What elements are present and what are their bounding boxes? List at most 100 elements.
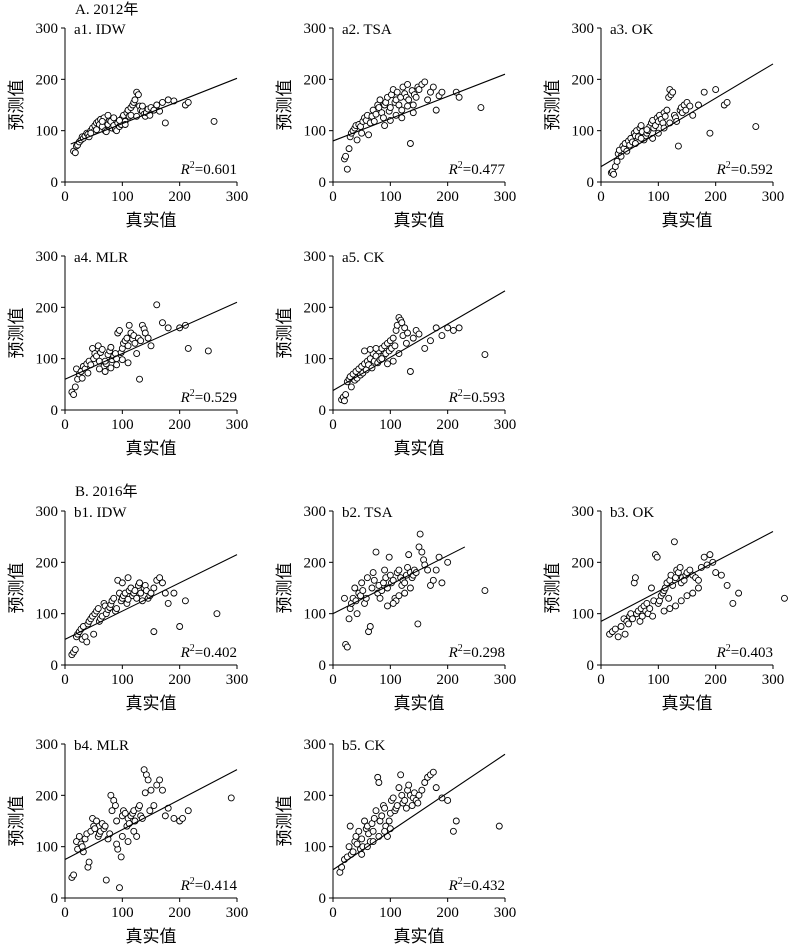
- data-point: [686, 566, 694, 574]
- data-point: [418, 548, 426, 556]
- y-tick-label: 100: [304, 124, 327, 140]
- data-point: [404, 329, 411, 337]
- data-point: [372, 807, 380, 815]
- data-point: [409, 101, 417, 109]
- data-point: [164, 96, 172, 104]
- data-point: [358, 850, 366, 858]
- data-point: [723, 98, 731, 106]
- x-tick-label: 0: [61, 189, 69, 205]
- x-tick-label: 100: [379, 905, 402, 921]
- data-point: [127, 111, 135, 119]
- data-point: [389, 599, 397, 607]
- data-point: [343, 643, 351, 651]
- data-point: [113, 361, 121, 369]
- trend-line: [64, 301, 238, 380]
- panel-title: a2. TSA: [342, 22, 392, 38]
- data-point: [124, 342, 132, 350]
- data-point: [78, 374, 86, 382]
- data-point: [653, 553, 661, 561]
- data-point: [147, 786, 155, 794]
- data-point: [683, 592, 691, 600]
- data-point: [438, 332, 446, 340]
- y-tick-label: 100: [36, 840, 59, 856]
- data-point: [418, 786, 426, 794]
- data-point: [144, 334, 152, 342]
- data-point: [385, 553, 393, 561]
- data-point: [118, 579, 126, 587]
- data-point: [429, 83, 437, 91]
- data-point: [107, 343, 115, 351]
- x-tick-label: 0: [329, 189, 337, 205]
- data-point: [141, 789, 149, 797]
- y-tick-label: 0: [319, 175, 327, 191]
- data-point: [689, 589, 697, 597]
- x-tick-label: 300: [494, 905, 517, 921]
- y-tick-label: 300: [304, 249, 327, 265]
- data-point: [345, 145, 353, 153]
- y-tick-label: 0: [587, 175, 595, 191]
- x-axis-label: 真实值: [662, 211, 713, 230]
- data-point: [643, 599, 651, 607]
- data-point: [631, 574, 639, 582]
- x-tick-label: 300: [494, 417, 517, 433]
- data-point: [349, 848, 357, 856]
- y-tick-label: 200: [572, 72, 595, 88]
- x-tick-label: 300: [226, 189, 249, 205]
- data-point: [361, 347, 368, 355]
- x-tick-label: 200: [704, 189, 727, 205]
- data-point: [369, 569, 377, 577]
- y-tick-label: 300: [304, 21, 327, 37]
- data-point: [98, 345, 106, 353]
- data-point: [495, 822, 503, 830]
- data-point: [184, 344, 192, 352]
- data-point: [676, 564, 684, 571]
- data-point: [401, 797, 409, 804]
- y-tick-label: 100: [572, 607, 595, 623]
- y-tick-label: 0: [319, 658, 327, 674]
- y-tick-label: 100: [572, 124, 595, 140]
- data-point: [83, 638, 91, 646]
- data-point: [404, 102, 411, 110]
- x-tick-label: 100: [379, 417, 402, 433]
- data-point: [351, 584, 359, 592]
- data-point: [124, 838, 132, 845]
- data-point: [717, 571, 725, 579]
- data-point: [144, 776, 152, 784]
- data-point: [147, 589, 155, 597]
- data-point: [136, 375, 143, 383]
- data-point: [176, 623, 184, 630]
- y-axis-label: 预测值: [7, 80, 26, 131]
- data-point: [75, 832, 83, 840]
- data-point: [133, 832, 141, 840]
- x-tick-label: 0: [597, 672, 605, 688]
- data-point: [130, 827, 138, 835]
- data-point: [113, 605, 121, 612]
- data-point: [682, 106, 690, 114]
- data-point: [672, 574, 679, 582]
- data-point: [404, 564, 411, 571]
- data-point: [432, 566, 440, 574]
- data-point: [386, 571, 394, 579]
- data-point: [375, 779, 383, 786]
- data-point: [381, 827, 389, 835]
- x-tick-label: 300: [494, 189, 517, 205]
- data-point: [427, 581, 434, 589]
- y-axis-label: 预测值: [7, 796, 26, 847]
- data-point: [353, 610, 361, 618]
- y-tick-label: 100: [36, 124, 59, 140]
- data-point: [352, 832, 360, 840]
- data-point: [386, 104, 394, 112]
- y-axis-label: 预测值: [7, 308, 26, 359]
- data-point: [98, 117, 106, 125]
- data-point: [131, 339, 139, 347]
- data-point: [648, 584, 655, 592]
- data-point: [179, 814, 186, 822]
- data-point: [409, 334, 417, 342]
- data-point: [110, 114, 118, 122]
- data-point: [343, 165, 351, 173]
- data-point: [93, 817, 100, 825]
- data-point: [372, 344, 380, 352]
- data-point: [405, 551, 413, 559]
- data-point: [345, 843, 353, 851]
- data-point: [444, 797, 452, 804]
